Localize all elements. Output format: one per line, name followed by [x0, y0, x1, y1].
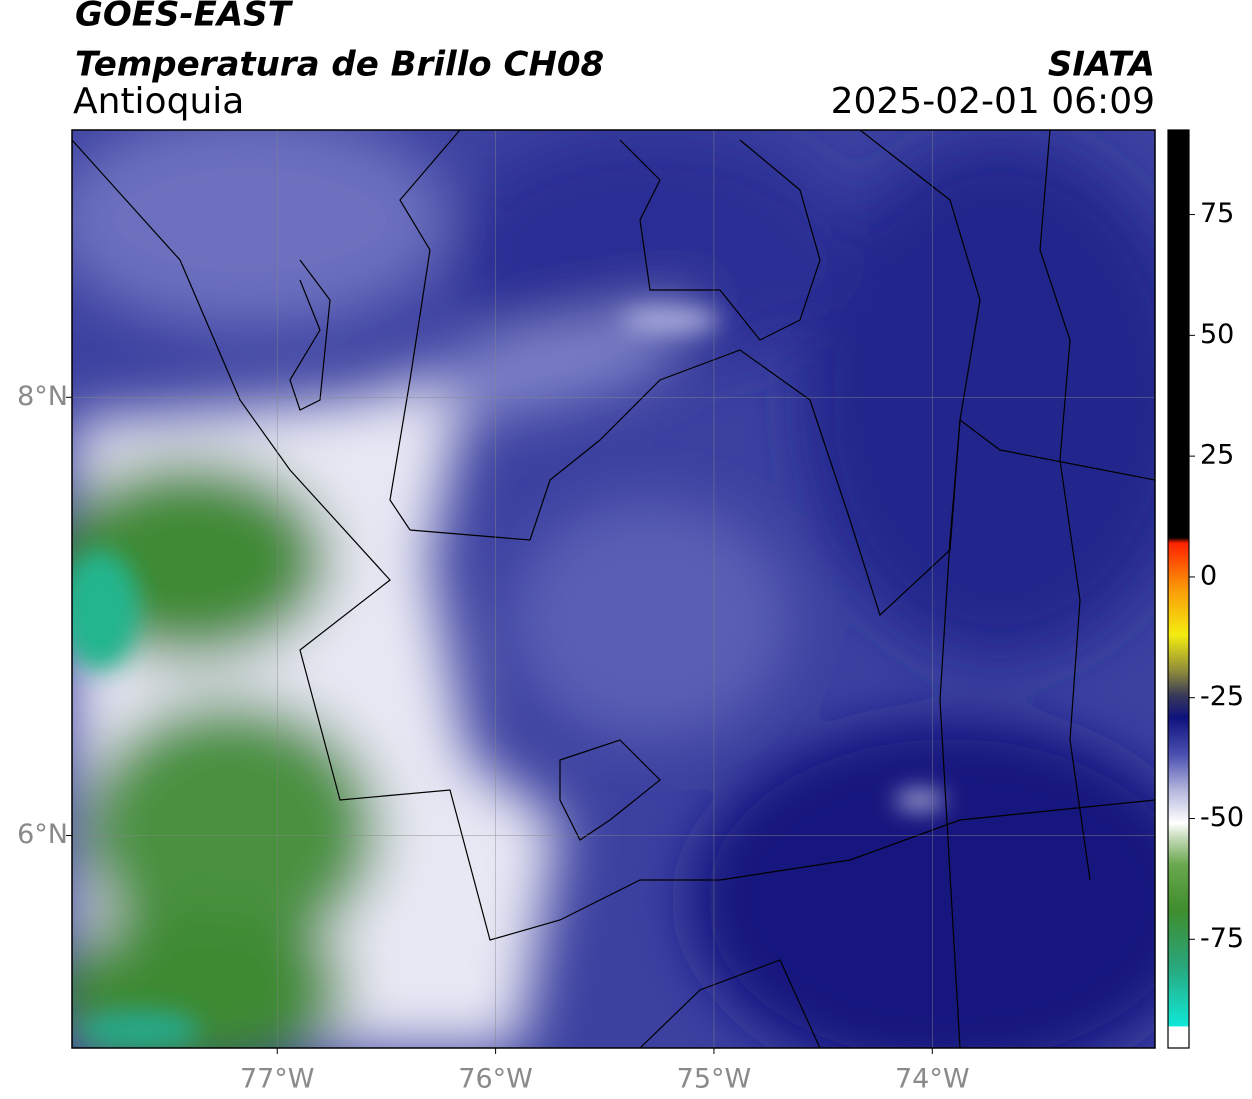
x-tick-label: 74°W: [895, 1064, 970, 1095]
y-tick-label: 8°N: [17, 381, 68, 412]
colorbar-tick-label: -75: [1200, 923, 1244, 954]
colorbar-tick-label: -25: [1200, 681, 1244, 712]
source: SIATA: [1048, 45, 1155, 85]
x-tick-label: 76°W: [458, 1064, 533, 1095]
colorbar-tick-label: -50: [1200, 802, 1244, 833]
title: GOES-EAST: [75, 0, 294, 35]
x-tick-label: 77°W: [240, 1064, 315, 1095]
colorbar-tick-label: 75: [1200, 198, 1234, 229]
colorbar-tick-label: 25: [1200, 440, 1234, 471]
colorbar-tick-label: 0: [1200, 560, 1217, 591]
borders: [72, 130, 1155, 1048]
colorbar: [1167, 129, 1190, 1049]
subtitle: Temperatura de Brillo CH08: [75, 45, 604, 85]
satellite-image: [72, 130, 1155, 1048]
colorbar-tick-label: 50: [1200, 319, 1234, 350]
map-frame: [71, 129, 1156, 1049]
region: Antioquia: [73, 81, 244, 122]
y-tick-label: 6°N: [17, 819, 68, 850]
x-tick-label: 75°W: [677, 1064, 752, 1095]
datetime: 2025-02-01 06:09: [831, 81, 1155, 122]
